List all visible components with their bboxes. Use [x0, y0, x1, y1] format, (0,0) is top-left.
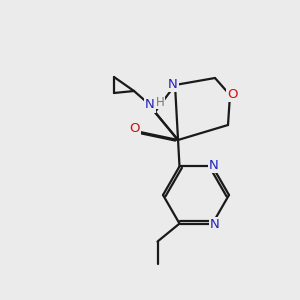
Text: H: H [156, 95, 164, 109]
Text: N: N [210, 218, 219, 231]
Text: O: O [130, 122, 140, 136]
Text: N: N [145, 98, 155, 112]
Text: N: N [208, 159, 218, 172]
Text: N: N [168, 77, 178, 91]
Text: O: O [227, 88, 237, 100]
